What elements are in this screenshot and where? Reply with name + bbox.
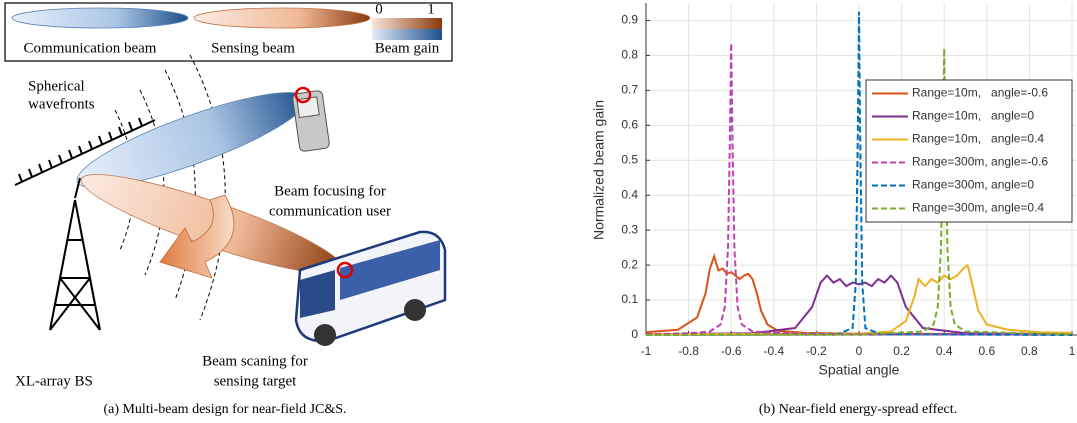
label: Spherical	[28, 78, 85, 94]
label: wavefronts	[28, 96, 95, 112]
y-tick-label: 0.6	[621, 117, 638, 131]
x-tick-label: 0.2	[893, 344, 910, 358]
chart: 0 0.1 0.2 0.3 0.4 0.5 0.6 0.7 0.8 0.9 -1 -0.8 -0.6 -0…	[621, 3, 1077, 358]
series-line	[646, 253, 1072, 335]
colorbar-tick: 1	[427, 1, 435, 17]
label: sensing target	[214, 373, 297, 389]
caption: (a) Multi-beam design for near-field JC&…	[103, 402, 346, 417]
y-tick-label: 0.5	[621, 152, 638, 166]
x-tick-label: 0.6	[978, 344, 995, 358]
y-tick-label: 0.8	[621, 48, 638, 62]
comm-beam-icon	[11, 7, 189, 29]
x-axis-label: Spatial angle	[819, 362, 900, 378]
legend-label: Range=10m, angle=0	[912, 109, 1034, 123]
phone	[292, 86, 330, 152]
x-tick-label: 0.4	[936, 344, 953, 358]
x-tick-label: -0.6	[721, 344, 742, 358]
y-axis-label: Normalized beam gain	[591, 100, 607, 240]
colorbar-blue	[372, 29, 442, 40]
panel-a: 0 1 Communication beam Sensing beam Beam…	[4, 1, 453, 417]
legend-label: Range=10m, angle=0.4	[912, 132, 1044, 146]
sensing-beam-icon	[193, 7, 371, 29]
scan-arrow	[159, 194, 235, 279]
label: Beam scaning for	[202, 353, 308, 369]
x-tick-label: -0.2	[806, 344, 827, 358]
legend-box	[865, 79, 1073, 223]
legend-label: Range=10m, angle=-0.6	[912, 86, 1048, 100]
y-tick-label: 0.2	[621, 257, 638, 271]
y-tick-label: 0.4	[621, 187, 638, 201]
legend-label: Sensing beam	[211, 40, 295, 56]
legend-label: Range=300m, angle=-0.6	[912, 155, 1048, 169]
series-line	[646, 11, 1073, 336]
y-tick-label: 0.9	[621, 13, 638, 27]
x-tick-label: -0.8	[678, 344, 699, 358]
bs-tower	[14, 117, 156, 331]
colorbar-tick: 0	[375, 1, 383, 17]
bus	[294, 230, 447, 346]
colorbar-orange	[372, 18, 442, 29]
label: XL-array BS	[15, 373, 93, 389]
legend-label: Communication beam	[24, 40, 157, 56]
x-tick-label: 0	[856, 344, 863, 358]
caption: (b) Near-field energy-spread effect.	[759, 402, 957, 417]
y-tick-label: 0.3	[621, 222, 638, 236]
series-line	[646, 274, 1073, 336]
y-tick-label: 0	[631, 327, 638, 341]
y-tick-label: 0.1	[621, 292, 638, 306]
x-tick-label: -1	[641, 344, 652, 358]
legend-label: Range=300m, angle=0	[912, 178, 1034, 192]
x-tick-label: 1	[1069, 344, 1076, 358]
label: Beam focusing for	[274, 183, 386, 199]
x-tick-label: -0.4	[763, 344, 784, 358]
series-line	[646, 263, 1073, 336]
legend-label: Beam gain	[375, 40, 440, 56]
legend-label: Range=300m, angle=0.4	[912, 201, 1044, 215]
series-line	[646, 43, 1073, 336]
legend: Range=10m, angle=-0.6 Range=10m, angle=0 R…	[865, 79, 1073, 223]
x-tick-label: 0.8	[1021, 344, 1038, 358]
y-tick-label: 0.7	[621, 83, 638, 97]
label: communication user	[269, 203, 391, 219]
